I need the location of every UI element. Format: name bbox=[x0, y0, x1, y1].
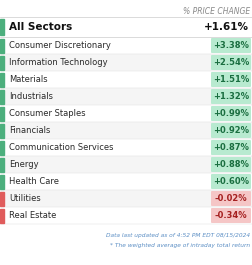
Text: +0.87%: +0.87% bbox=[212, 143, 248, 152]
Text: Consumer Staples: Consumer Staples bbox=[9, 109, 85, 118]
Text: +0.60%: +0.60% bbox=[212, 177, 248, 186]
Bar bbox=[0, 156, 252, 173]
Text: Information Technology: Information Technology bbox=[9, 58, 107, 67]
FancyBboxPatch shape bbox=[210, 140, 250, 155]
Bar bbox=[0, 192, 4, 205]
Bar bbox=[0, 122, 252, 139]
FancyBboxPatch shape bbox=[210, 208, 250, 223]
FancyBboxPatch shape bbox=[210, 174, 250, 189]
FancyBboxPatch shape bbox=[210, 89, 250, 104]
Text: +2.54%: +2.54% bbox=[212, 58, 248, 67]
Bar bbox=[0, 173, 252, 190]
Text: Industrials: Industrials bbox=[9, 92, 53, 101]
FancyBboxPatch shape bbox=[210, 157, 250, 172]
Bar bbox=[0, 140, 4, 154]
Bar bbox=[0, 107, 4, 121]
Bar bbox=[0, 71, 252, 88]
Text: +3.38%: +3.38% bbox=[212, 41, 248, 50]
Bar bbox=[0, 157, 4, 171]
Bar bbox=[0, 55, 4, 69]
Text: +1.32%: +1.32% bbox=[212, 92, 248, 101]
Bar bbox=[0, 37, 252, 54]
Bar bbox=[0, 17, 252, 37]
FancyBboxPatch shape bbox=[210, 123, 250, 138]
Bar bbox=[0, 209, 4, 223]
Text: +1.51%: +1.51% bbox=[212, 75, 248, 84]
Bar bbox=[0, 19, 4, 35]
Text: Health Care: Health Care bbox=[9, 177, 59, 186]
Text: Materials: Materials bbox=[9, 75, 47, 84]
FancyBboxPatch shape bbox=[210, 191, 250, 206]
Text: +1.61%: +1.61% bbox=[203, 22, 248, 32]
Text: % PRICE CHANGE: % PRICE CHANGE bbox=[182, 7, 249, 16]
Bar bbox=[0, 54, 252, 71]
Bar bbox=[0, 73, 4, 86]
Text: Utilities: Utilities bbox=[9, 194, 41, 203]
Text: -0.34%: -0.34% bbox=[214, 211, 246, 220]
Bar bbox=[0, 90, 4, 104]
FancyBboxPatch shape bbox=[210, 55, 250, 70]
Bar bbox=[0, 88, 252, 105]
Bar bbox=[0, 174, 4, 188]
Bar bbox=[0, 105, 252, 122]
Bar bbox=[0, 123, 4, 138]
Text: Data last updated as of 4:52 PM EDT 08/15/2024: Data last updated as of 4:52 PM EDT 08/1… bbox=[105, 233, 249, 238]
Text: +0.99%: +0.99% bbox=[212, 109, 248, 118]
Bar bbox=[0, 139, 252, 156]
Text: * The weighted average of intraday total return: * The weighted average of intraday total… bbox=[109, 242, 249, 248]
Bar bbox=[0, 207, 252, 224]
Bar bbox=[0, 190, 252, 207]
Text: Financials: Financials bbox=[9, 126, 50, 135]
FancyBboxPatch shape bbox=[210, 38, 250, 53]
Text: -0.02%: -0.02% bbox=[214, 194, 246, 203]
Text: Consumer Discretionary: Consumer Discretionary bbox=[9, 41, 110, 50]
Text: Energy: Energy bbox=[9, 160, 39, 169]
Text: Real Estate: Real Estate bbox=[9, 211, 56, 220]
Text: Communication Services: Communication Services bbox=[9, 143, 113, 152]
FancyBboxPatch shape bbox=[210, 72, 250, 87]
Bar bbox=[0, 38, 4, 52]
Text: +0.88%: +0.88% bbox=[212, 160, 248, 169]
FancyBboxPatch shape bbox=[210, 106, 250, 121]
Text: +0.92%: +0.92% bbox=[212, 126, 248, 135]
Text: All Sectors: All Sectors bbox=[9, 22, 72, 32]
